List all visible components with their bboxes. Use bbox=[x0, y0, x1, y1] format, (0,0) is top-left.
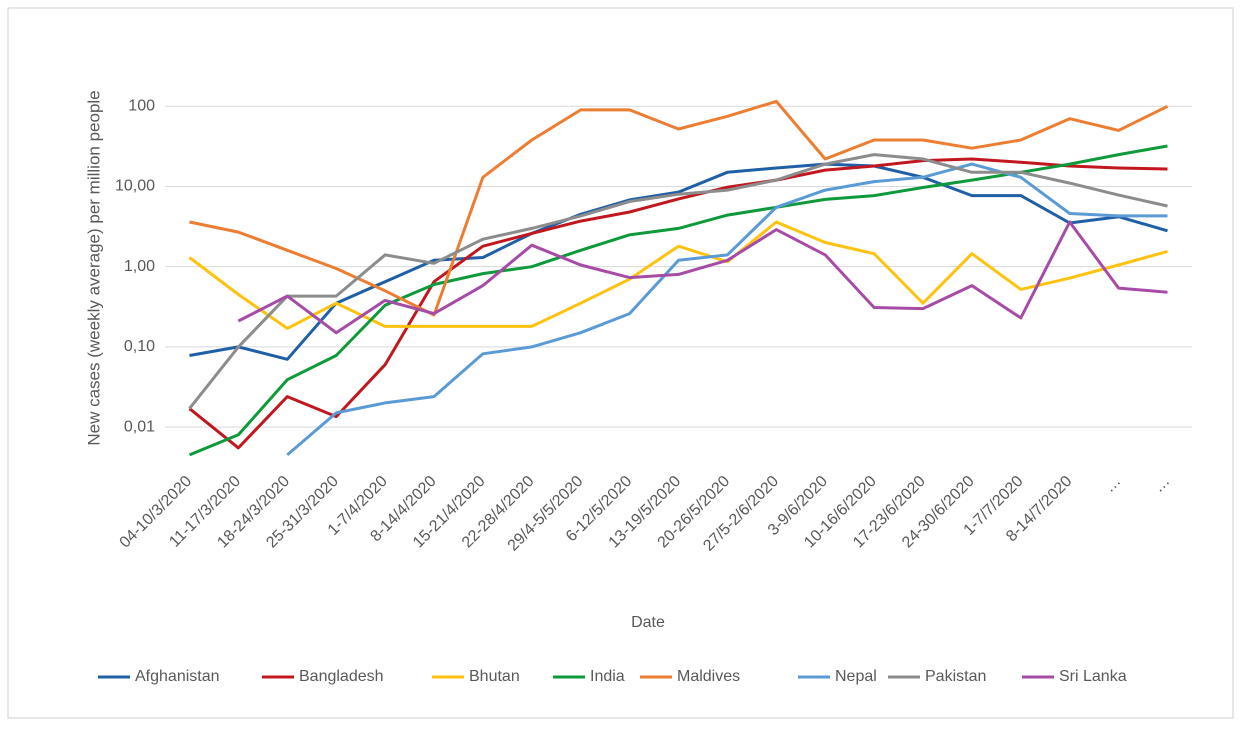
series-line bbox=[237, 220, 1168, 335]
series-line bbox=[189, 99, 1169, 317]
legend-label: Maldives bbox=[677, 668, 740, 685]
series-line bbox=[188, 153, 1168, 410]
legend-label: Nepal bbox=[835, 668, 877, 685]
legend-label: India bbox=[590, 668, 625, 685]
y-axis-label: New cases (weekly average) per million p… bbox=[84, 90, 103, 445]
series-line bbox=[188, 144, 1168, 457]
series-line bbox=[188, 220, 1168, 330]
series-line bbox=[286, 162, 1168, 457]
y-tick-label: 0,10 bbox=[124, 338, 155, 355]
series-line bbox=[188, 157, 1168, 450]
legend-label: Sri Lanka bbox=[1059, 668, 1127, 685]
legend-label: Bangladesh bbox=[299, 668, 384, 685]
y-tick-label: 1,00 bbox=[124, 258, 155, 275]
chart-border bbox=[7, 7, 1234, 719]
y-tick-label: 100 bbox=[128, 97, 155, 114]
legend-label: Pakistan bbox=[925, 668, 986, 685]
series-line bbox=[189, 162, 1168, 361]
legend-label: Afghanistan bbox=[135, 668, 220, 685]
x-axis-label: Date bbox=[631, 614, 665, 631]
legend-label: Bhutan bbox=[469, 668, 520, 685]
y-tick-label: 0,01 bbox=[124, 418, 155, 435]
y-tick-label: 10,00 bbox=[115, 178, 155, 195]
